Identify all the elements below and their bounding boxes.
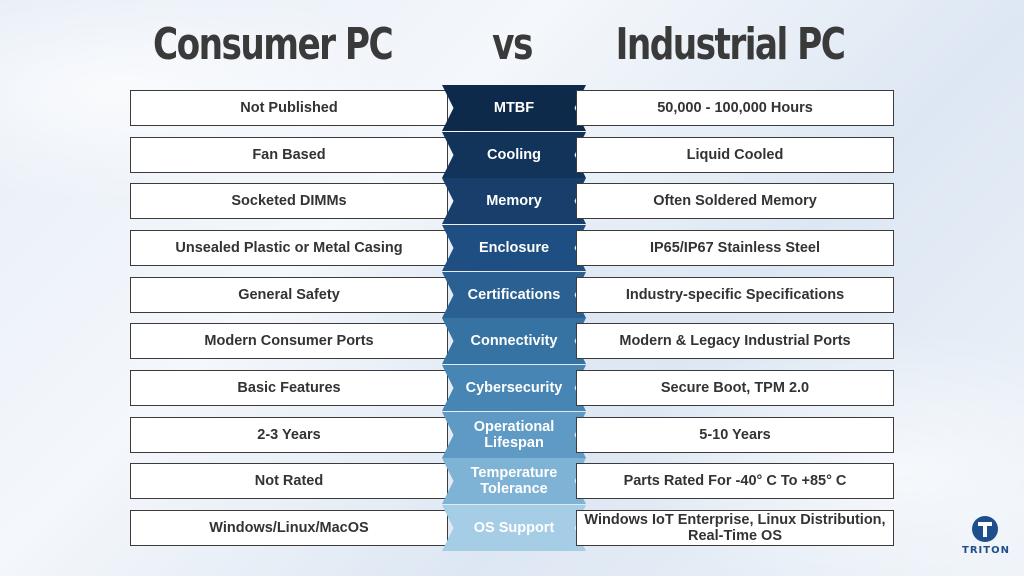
- consumer-value: Unsealed Plastic or Metal Casing: [130, 230, 448, 266]
- comparison-row: Modern Consumer Ports Connectivity Moder…: [0, 318, 1024, 364]
- industrial-value: 5-10 Years: [576, 417, 894, 453]
- category-label: MTBF: [442, 85, 586, 131]
- industrial-value: Modern & Legacy Industrial Ports: [576, 323, 894, 359]
- category-label: Certifications: [442, 272, 586, 318]
- consumer-value: Not Published: [130, 90, 448, 126]
- triton-logo: TRITON: [962, 516, 1010, 568]
- industrial-value: 50,000 - 100,000 Hours: [576, 90, 894, 126]
- comparison-row: Fan Based Cooling Liquid Cooled: [0, 132, 1024, 178]
- industrial-value: IP65/IP67 Stainless Steel: [576, 230, 894, 266]
- triton-logo-icon: [972, 516, 998, 542]
- category-label: Cybersecurity: [442, 365, 586, 411]
- category-label: Operational Lifespan: [442, 412, 586, 458]
- comparison-row: 2-3 Years Operational Lifespan 5-10 Year…: [0, 412, 1024, 458]
- category-label: Connectivity: [442, 318, 586, 364]
- category-label: OS Support: [442, 505, 586, 551]
- vs-heading: vs: [492, 19, 533, 70]
- industrial-value: Industry-specific Specifications: [576, 277, 894, 313]
- category-label: Memory: [442, 178, 586, 224]
- industrial-value: Liquid Cooled: [576, 137, 894, 173]
- industrial-value: Often Soldered Memory: [576, 183, 894, 219]
- industrial-value: Windows IoT Enterprise, Linux Distributi…: [576, 510, 894, 546]
- industrial-value: Parts Rated For -40° C To +85° C: [576, 463, 894, 499]
- comparison-row: Socketed DIMMs Memory Often Soldered Mem…: [0, 178, 1024, 224]
- consumer-value: Fan Based: [130, 137, 448, 173]
- category-label: Enclosure: [442, 225, 586, 271]
- consumer-value: Socketed DIMMs: [130, 183, 448, 219]
- consumer-value: Not Rated: [130, 463, 448, 499]
- comparison-row: Not Published MTBF 50,000 - 100,000 Hour…: [0, 85, 1024, 131]
- consumer-value: Modern Consumer Ports: [130, 323, 448, 359]
- comparison-row: General Safety Certifications Industry-s…: [0, 272, 1024, 318]
- comparison-row: Not Rated Temperature Tolerance Parts Ra…: [0, 458, 1024, 504]
- industrial-value: Secure Boot, TPM 2.0: [576, 370, 894, 406]
- category-label: Cooling: [442, 132, 586, 178]
- logo-text: TRITON: [962, 545, 1010, 556]
- consumer-pc-heading: Consumer PC: [153, 19, 394, 70]
- category-label: Temperature Tolerance: [442, 458, 586, 504]
- comparison-row: Unsealed Plastic or Metal Casing Enclosu…: [0, 225, 1024, 271]
- consumer-value: General Safety: [130, 277, 448, 313]
- consumer-value: 2-3 Years: [130, 417, 448, 453]
- consumer-value: Windows/Linux/MacOS: [130, 510, 448, 546]
- comparison-row: Basic Features Cybersecurity Secure Boot…: [0, 365, 1024, 411]
- consumer-value: Basic Features: [130, 370, 448, 406]
- industrial-pc-heading: Industrial PC: [615, 19, 846, 70]
- comparison-row: Windows/Linux/MacOS OS Support Windows I…: [0, 505, 1024, 551]
